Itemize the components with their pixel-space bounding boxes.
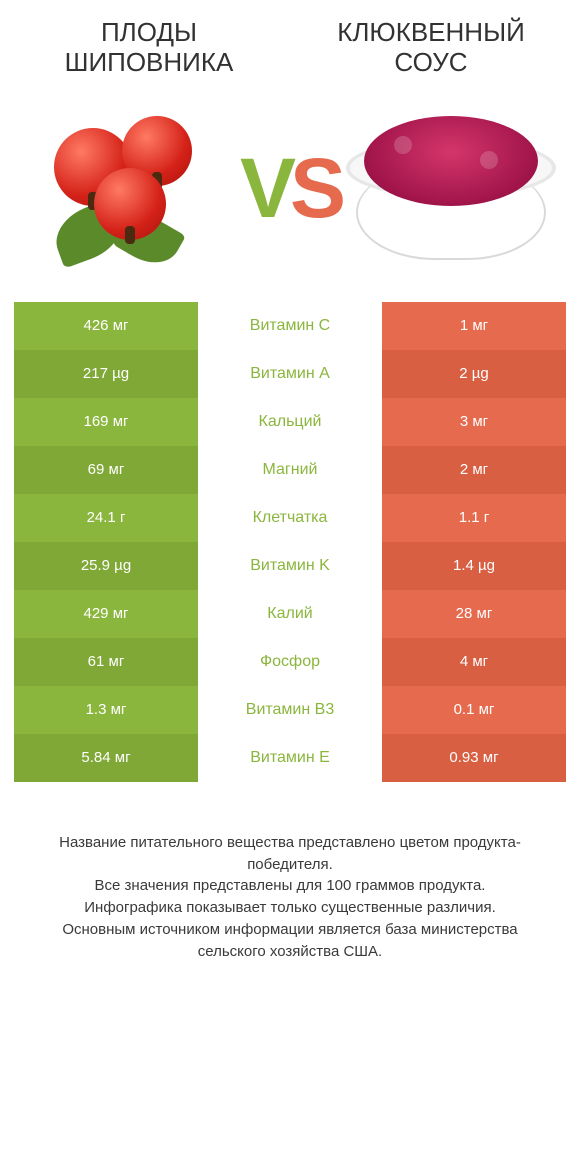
left-value-cell: 69 мг	[14, 446, 198, 494]
nutrient-label-cell: Витамин K	[198, 542, 382, 590]
right-value-cell: 3 мг	[382, 398, 566, 446]
left-value-cell: 24.1 г	[14, 494, 198, 542]
nutrient-label-cell: Магний	[198, 446, 382, 494]
left-value-cell: 25.9 µg	[14, 542, 198, 590]
rosehip-illustration	[24, 98, 234, 278]
vs-letter-v: V	[240, 141, 290, 235]
right-value-cell: 1.1 г	[382, 494, 566, 542]
nutrient-label-cell: Калий	[198, 590, 382, 638]
footer-line: Основным источником информации является …	[34, 919, 546, 963]
nutrient-label-cell: Витамин A	[198, 350, 382, 398]
right-product-title: КЛЮКВЕННЫЙ СОУС	[316, 18, 546, 78]
right-value-cell: 2 µg	[382, 350, 566, 398]
cranberry-sauce-illustration	[346, 98, 556, 278]
table-row: 25.9 µgВитамин K1.4 µg	[14, 542, 566, 590]
left-value-cell: 429 мг	[14, 590, 198, 638]
vs-label: VS	[240, 146, 340, 230]
right-value-cell: 2 мг	[382, 446, 566, 494]
right-value-cell: 0.1 мг	[382, 686, 566, 734]
right-value-cell: 0.93 мг	[382, 734, 566, 782]
nutrient-label-cell: Фосфор	[198, 638, 382, 686]
left-value-cell: 169 мг	[14, 398, 198, 446]
table-row: 169 мгКальций3 мг	[14, 398, 566, 446]
title-row: ПЛОДЫ ШИПОВНИКА КЛЮКВЕННЫЙ СОУС	[14, 18, 566, 78]
footer-notes: Название питательного вещества представл…	[14, 832, 566, 963]
vs-letter-s: S	[290, 141, 340, 235]
left-value-cell: 1.3 мг	[14, 686, 198, 734]
table-row: 69 мгМагний2 мг	[14, 446, 566, 494]
hero-row: VS	[14, 88, 566, 288]
table-row: 429 мгКалий28 мг	[14, 590, 566, 638]
nutrient-label-cell: Клетчатка	[198, 494, 382, 542]
table-row: 5.84 мгВитамин E0.93 мг	[14, 734, 566, 782]
table-row: 61 мгФосфор4 мг	[14, 638, 566, 686]
right-value-cell: 4 мг	[382, 638, 566, 686]
table-row: 217 µgВитамин A2 µg	[14, 350, 566, 398]
nutrient-label-cell: Витамин C	[198, 302, 382, 350]
table-row: 24.1 гКлетчатка1.1 г	[14, 494, 566, 542]
left-value-cell: 5.84 мг	[14, 734, 198, 782]
nutrient-label-cell: Кальций	[198, 398, 382, 446]
left-product-title: ПЛОДЫ ШИПОВНИКА	[34, 18, 264, 78]
left-value-cell: 217 µg	[14, 350, 198, 398]
infographic-page: ПЛОДЫ ШИПОВНИКА КЛЮКВЕННЫЙ СОУС VS 426 м…	[0, 0, 580, 992]
left-value-cell: 61 мг	[14, 638, 198, 686]
footer-line: Название питательного вещества представл…	[34, 832, 546, 876]
table-row: 1.3 мгВитамин B30.1 мг	[14, 686, 566, 734]
table-row: 426 мгВитамин C1 мг	[14, 302, 566, 350]
right-value-cell: 1 мг	[382, 302, 566, 350]
right-value-cell: 1.4 µg	[382, 542, 566, 590]
footer-line: Все значения представлены для 100 граммо…	[34, 875, 546, 897]
nutrient-label-cell: Витамин B3	[198, 686, 382, 734]
nutrient-label-cell: Витамин E	[198, 734, 382, 782]
left-value-cell: 426 мг	[14, 302, 198, 350]
right-value-cell: 28 мг	[382, 590, 566, 638]
footer-line: Инфографика показывает только существенн…	[34, 897, 546, 919]
comparison-table: 426 мгВитамин C1 мг217 µgВитамин A2 µg16…	[14, 302, 566, 782]
